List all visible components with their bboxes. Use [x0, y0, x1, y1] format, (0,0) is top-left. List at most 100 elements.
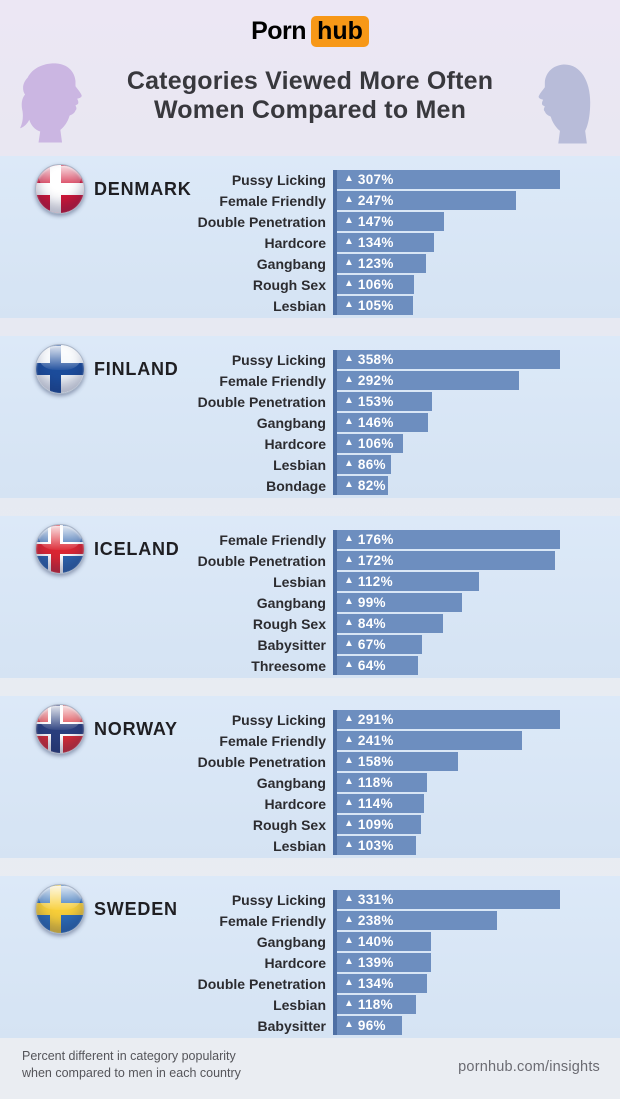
percent-value: 103%: [357, 838, 394, 853]
category-label: Pussy Licking: [231, 891, 326, 908]
country-section-finland: FINLAND Pussy Licking ▲ 358% Female Frie…: [0, 336, 620, 498]
percent-value: 153%: [357, 394, 394, 409]
percent-value: 99%: [357, 595, 386, 610]
category-label: Bondage: [266, 477, 326, 494]
bar-row: Hardcore ▲ 114%: [0, 794, 620, 813]
up-triangle-icon: ▲: [344, 215, 354, 226]
bar: ▲ 238%: [337, 911, 497, 930]
bar-row: Pussy Licking ▲ 307%: [0, 170, 620, 189]
up-triangle-icon: ▲: [344, 437, 354, 448]
bar: ▲ 241%: [337, 731, 522, 750]
up-triangle-icon: ▲: [344, 554, 354, 565]
chart-axis-line: [333, 170, 337, 315]
up-triangle-icon: ▲: [344, 797, 354, 808]
percent-value: 109%: [357, 817, 394, 832]
up-triangle-icon: ▲: [344, 818, 354, 829]
up-triangle-icon: ▲: [344, 374, 354, 385]
category-label: Double Penetration: [197, 393, 326, 410]
up-triangle-icon: ▲: [344, 755, 354, 766]
chart-axis-line: [333, 350, 337, 495]
category-label: Lesbian: [273, 573, 326, 590]
bar: ▲ 358%: [337, 350, 560, 369]
category-label: Lesbian: [273, 996, 326, 1013]
bar-row: Female Friendly ▲ 176%: [0, 530, 620, 549]
percent-value: 134%: [357, 976, 394, 991]
category-label: Gangbang: [256, 594, 326, 611]
up-triangle-icon: ▲: [344, 416, 354, 427]
country-name: DENMARK: [94, 179, 192, 199]
up-triangle-icon: ▲: [344, 395, 354, 406]
up-triangle-icon: ▲: [344, 713, 354, 724]
bar-row: Double Penetration ▲ 147%: [0, 212, 620, 231]
country-flag-icon: [35, 524, 85, 574]
category-label: Gangbang: [256, 255, 326, 272]
up-triangle-icon: ▲: [344, 659, 354, 670]
bar-row: Gangbang ▲ 140%: [0, 932, 620, 951]
up-triangle-icon: ▲: [344, 257, 354, 268]
country-flag-icon: [35, 164, 85, 214]
bar-row: Female Friendly ▲ 247%: [0, 191, 620, 210]
category-label: Female Friendly: [219, 372, 326, 389]
up-triangle-icon: ▲: [344, 734, 354, 745]
country-flag-icon: [35, 704, 85, 754]
pornhub-logo: Porn hub: [0, 16, 620, 47]
bar: ▲ 103%: [337, 836, 416, 855]
bar-row: Pussy Licking ▲ 358%: [0, 350, 620, 369]
bar-row: Bondage ▲ 82%: [0, 476, 620, 495]
country-section-denmark: DENMARK Pussy Licking ▲ 307% Female Frie…: [0, 156, 620, 318]
bar-row: Lesbian ▲ 86%: [0, 455, 620, 474]
percent-value: 114%: [357, 796, 393, 811]
category-label: Lesbian: [273, 297, 326, 314]
category-label: Female Friendly: [219, 732, 326, 749]
category-label: Double Penetration: [197, 975, 326, 992]
country-name: SWEDEN: [94, 899, 178, 919]
bar: ▲ 134%: [337, 974, 427, 993]
bar: ▲ 247%: [337, 191, 516, 210]
percent-value: 158%: [357, 754, 394, 769]
bar-row: Female Friendly ▲ 238%: [0, 911, 620, 930]
bar: ▲ 106%: [337, 275, 414, 294]
footnote-line-2: when compared to men in each country: [22, 1066, 241, 1080]
up-triangle-icon: ▲: [344, 977, 354, 988]
percent-value: 146%: [357, 415, 394, 430]
page-title: Categories Viewed More Often Women Compa…: [0, 67, 620, 125]
category-label: Pussy Licking: [231, 351, 326, 368]
country-section-sweden: SWEDEN Pussy Licking ▲ 331% Female Frien…: [0, 876, 620, 1038]
up-triangle-icon: ▲: [344, 638, 354, 649]
bar-row: Double Penetration ▲ 153%: [0, 392, 620, 411]
female-silhouette-icon: [20, 63, 82, 143]
bar: ▲ 109%: [337, 815, 421, 834]
bar: ▲ 139%: [337, 953, 431, 972]
bar-rows: Pussy Licking ▲ 307% Female Friendly ▲ 2…: [0, 170, 620, 317]
title-line-1: Categories Viewed More Often: [126, 67, 494, 95]
bar: ▲ 146%: [337, 413, 428, 432]
bar-row: Gangbang ▲ 146%: [0, 413, 620, 432]
bar-row: Babysitter ▲ 67%: [0, 635, 620, 654]
bar: ▲ 84%: [337, 614, 443, 633]
up-triangle-icon: ▲: [344, 839, 354, 850]
bar-row: Hardcore ▲ 106%: [0, 434, 620, 453]
bar: ▲ 291%: [337, 710, 560, 729]
bar: ▲ 99%: [337, 593, 462, 612]
percent-value: 291%: [357, 712, 394, 727]
category-label: Lesbian: [273, 456, 326, 473]
percent-value: 112%: [357, 574, 393, 589]
bar-row: Pussy Licking ▲ 291%: [0, 710, 620, 729]
percent-value: 307%: [357, 172, 394, 187]
bar-row: Female Friendly ▲ 292%: [0, 371, 620, 390]
bar-row: Rough Sex ▲ 106%: [0, 275, 620, 294]
bar-row: Gangbang ▲ 123%: [0, 254, 620, 273]
logo-text-hub: hub: [311, 16, 369, 47]
bar: ▲ 176%: [337, 530, 560, 549]
country-section-iceland: ICELAND Female Friendly ▲ 176% Double Pe…: [0, 516, 620, 678]
bar-row: Double Penetration ▲ 172%: [0, 551, 620, 570]
bar-row: Gangbang ▲ 118%: [0, 773, 620, 792]
category-label: Gangbang: [256, 414, 326, 431]
chart-axis-line: [333, 890, 337, 1035]
percent-value: 176%: [357, 532, 394, 547]
up-triangle-icon: ▲: [344, 998, 354, 1009]
bar-row: Hardcore ▲ 139%: [0, 953, 620, 972]
bar: ▲ 134%: [337, 233, 434, 252]
bar: ▲ 86%: [337, 455, 391, 474]
